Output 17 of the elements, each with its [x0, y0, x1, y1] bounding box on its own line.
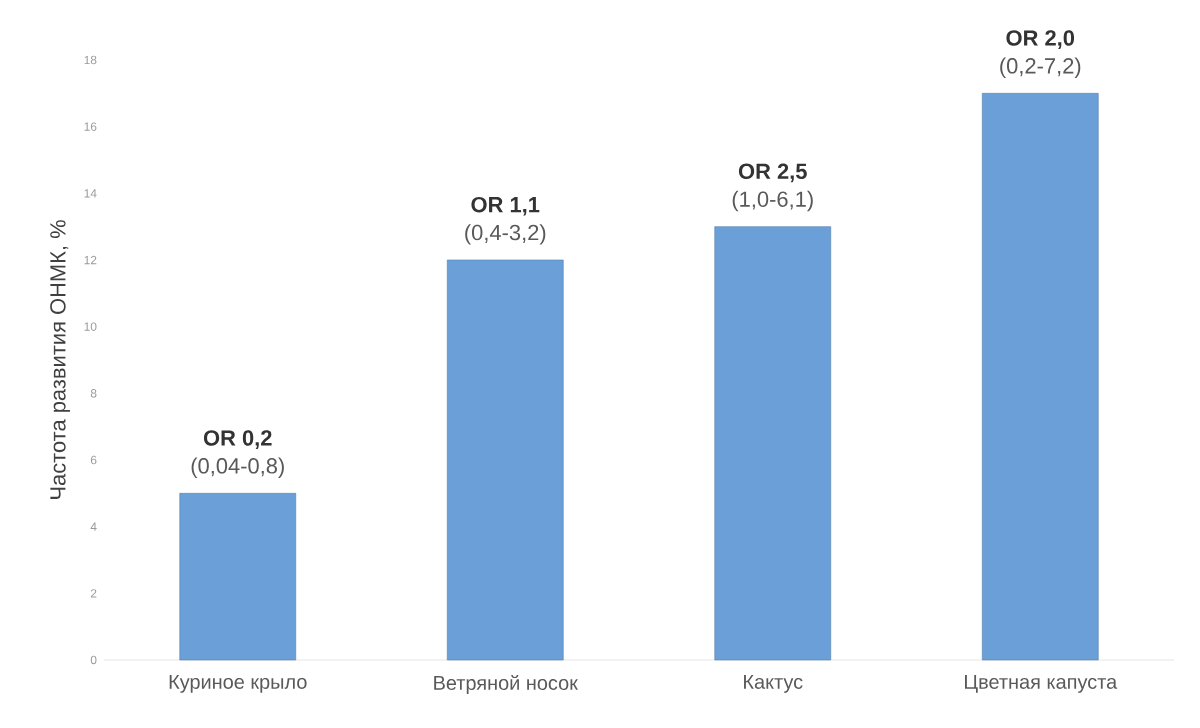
annotation: (0,04-0,8) — [191, 457, 284, 478]
annotation: (0,2-7,2) — [1000, 57, 1081, 78]
annotation: OR 1,1 — [471, 196, 540, 216]
x-tick-label: Кактус — [744, 675, 803, 693]
bar — [981, 93, 1099, 661]
bar — [714, 226, 832, 661]
annotation: OR 2,5 — [738, 163, 807, 183]
x-tick-label: Куриное крыло — [169, 675, 307, 693]
annotation: OR 0,2 — [203, 430, 272, 449]
bar — [179, 493, 297, 661]
y-axis-title: Частота развития ОНМК, % — [50, 220, 70, 499]
annotation: (1,0-6,1) — [732, 190, 813, 212]
x-tick-label: Цветная капуста — [965, 675, 1118, 693]
x-tick-label: Ветряной носок — [434, 674, 578, 694]
bar — [446, 259, 564, 661]
annotation: OR 2,0 — [1006, 30, 1075, 49]
annotation: (0,4-3,2) — [465, 224, 546, 245]
